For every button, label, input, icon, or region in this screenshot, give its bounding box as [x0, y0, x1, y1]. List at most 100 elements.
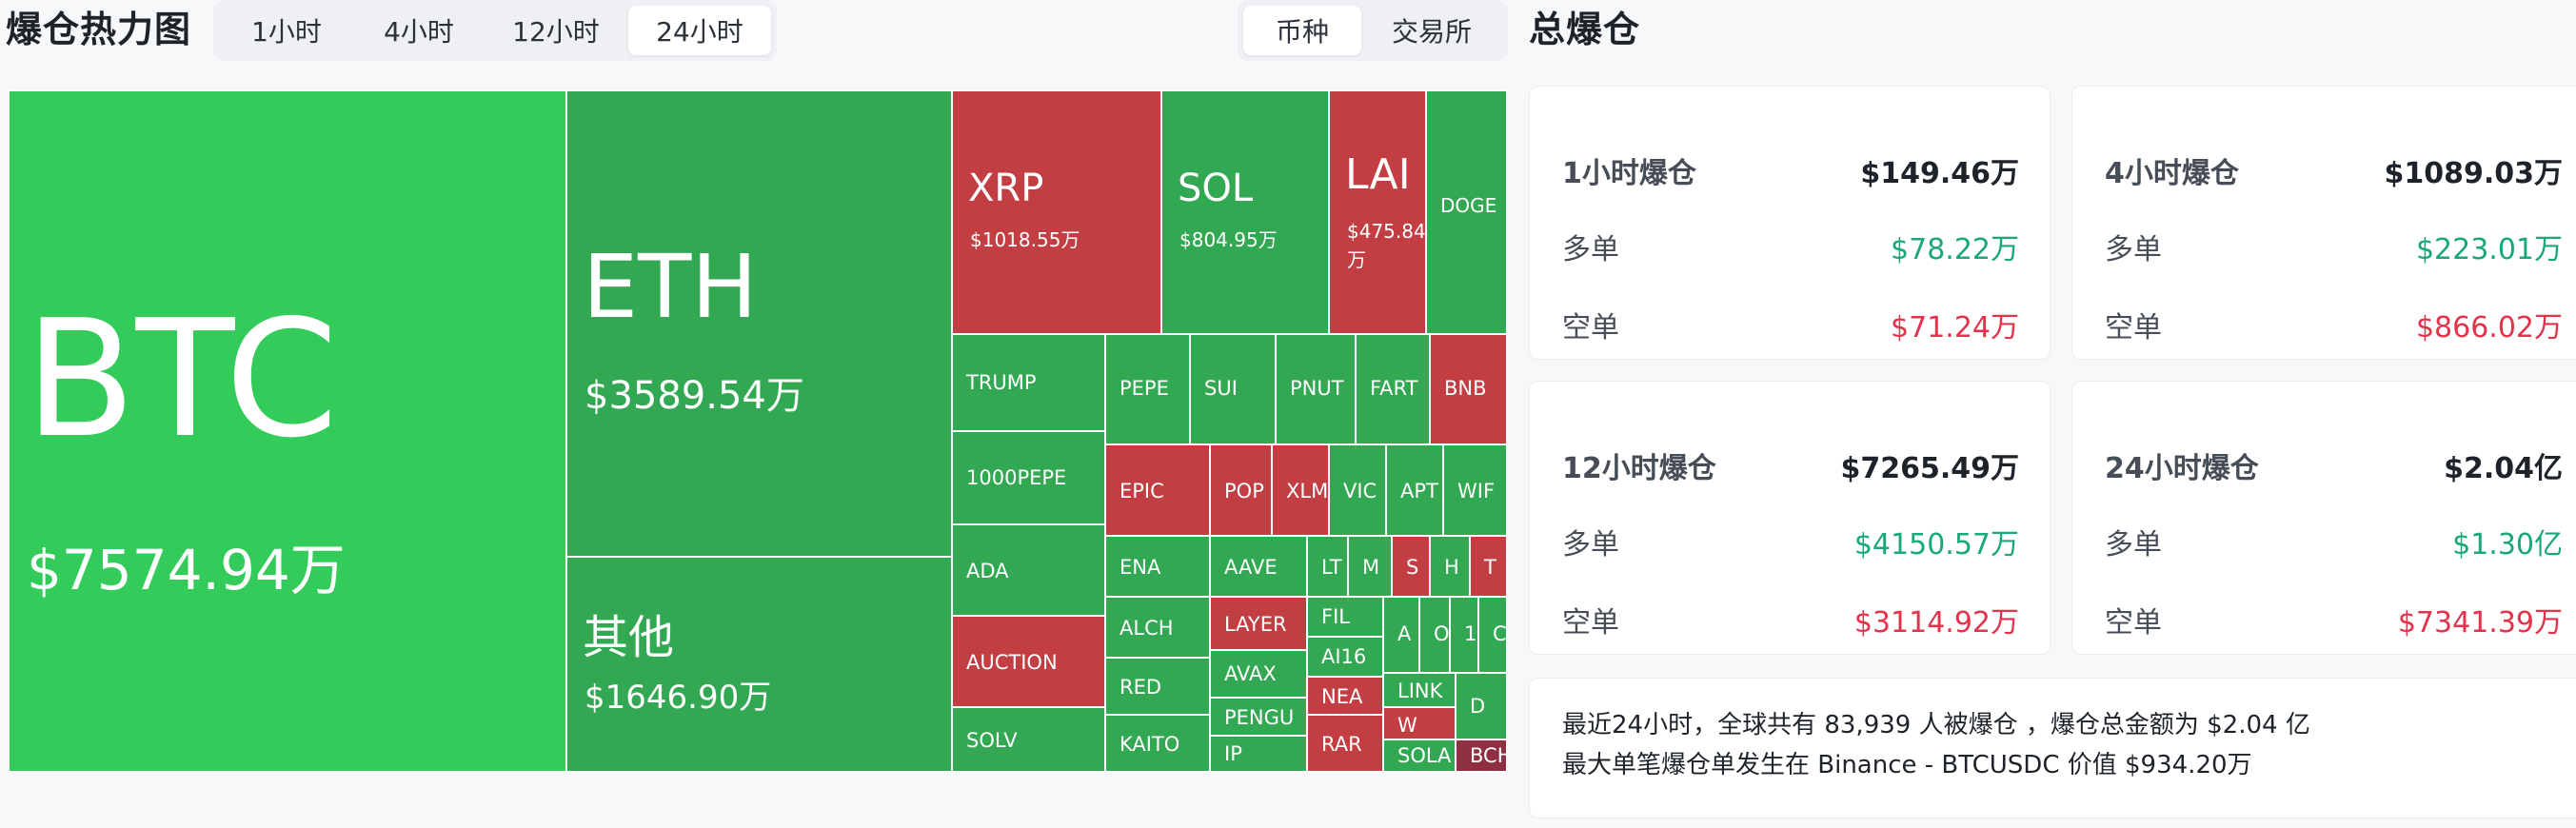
tab-4h[interactable]: 4小时: [384, 16, 454, 48]
tab-1h[interactable]: 1小时: [251, 16, 322, 48]
tab-12h[interactable]: 12小时: [512, 16, 600, 48]
tile-symbol: T: [1484, 556, 1496, 579]
treemap-tile-m[interactable]: M: [1348, 536, 1392, 597]
treemap-tile-pengu[interactable]: PENGU: [1210, 698, 1307, 736]
treemap-tile-link[interactable]: LINK: [1383, 673, 1456, 707]
treemap-tile-ip[interactable]: IP: [1210, 736, 1307, 772]
long-value: $4150.57万: [1853, 528, 2019, 562]
tile-symbol: W: [1397, 714, 1417, 737]
tile-symbol: SUI: [1204, 377, 1238, 400]
treemap-tile-pepe[interactable]: PEPE: [1105, 334, 1190, 444]
tile-symbol: BCH: [1470, 744, 1506, 767]
tile-symbol: BTC: [25, 286, 339, 474]
treemap-tile-bch[interactable]: BCH: [1456, 739, 1507, 772]
tile-symbol: EPIC: [1120, 480, 1164, 503]
tile-symbol: ALCH: [1120, 617, 1174, 640]
treemap-tile-kaito[interactable]: KAITO: [1105, 715, 1210, 772]
tile-symbol: ENA: [1120, 556, 1161, 579]
treemap-tile-ena[interactable]: ENA: [1105, 536, 1210, 597]
tile-symbol: SOLV: [966, 729, 1018, 752]
treemap-tile-c[interactable]: C: [1478, 597, 1507, 673]
total-liquidation-title: 总爆仓: [1529, 9, 1641, 50]
treemap-tile-apt[interactable]: APT: [1386, 444, 1443, 536]
treemap-tile-red[interactable]: RED: [1105, 658, 1210, 715]
treemap-tile-vic[interactable]: VIC: [1329, 444, 1386, 536]
treemap-tile-avax[interactable]: AVAX: [1210, 650, 1307, 698]
tile-value: $1646.90万: [585, 679, 772, 717]
page-title: 爆仓热力图: [6, 9, 192, 50]
tile-symbol: AI16: [1321, 645, 1367, 668]
tile-symbol: A: [1397, 622, 1412, 645]
summary-box: 最近24小时，全球共有 83,939 人被爆仓 ，爆仓总金额为 $2.04 亿 …: [1529, 678, 2576, 818]
treemap-tile-fil[interactable]: FIL: [1307, 597, 1383, 637]
tile-value: $475.84万: [1347, 220, 1426, 271]
treemap-tile-xlm[interactable]: XLM: [1272, 444, 1329, 536]
long-value: $223.01万: [2415, 233, 2563, 266]
tile-symbol: 其他: [583, 611, 675, 664]
tile-symbol: APT: [1400, 480, 1438, 503]
treemap-tile-alch[interactable]: ALCH: [1105, 597, 1210, 658]
treemap-tile-1[interactable]: 1: [1450, 597, 1478, 673]
treemap-tile-1000pepe[interactable]: 1000PEPE: [952, 431, 1105, 524]
tile-symbol: ADA: [966, 560, 1009, 582]
treemap-tile-wif[interactable]: WIF: [1443, 444, 1507, 536]
tile-symbol: SOLA: [1397, 744, 1452, 767]
treemap-tile-t[interactable]: T: [1470, 536, 1507, 597]
tile-symbol: PNUT: [1290, 377, 1344, 400]
tile-symbol: NEA: [1321, 685, 1363, 708]
treemap-tile-nea[interactable]: NEA: [1307, 677, 1383, 715]
card-24h: 24小时爆仓 $2.04亿 多单 $1.30亿 空单 $7341.39万: [2071, 381, 2576, 655]
short-label: 空单: [2105, 311, 2162, 345]
time-range-tabs: 1小时 4小时 12小时 24小时: [213, 0, 777, 61]
treemap-tile-btc[interactable]: BTC $7574.94万: [9, 90, 566, 772]
treemap-tile-epic[interactable]: EPIC: [1105, 444, 1210, 536]
tile-symbol: WIF: [1457, 480, 1496, 503]
card-label: 1小时爆仓: [1562, 157, 1696, 190]
treemap-tile-solv[interactable]: SOLV: [952, 707, 1105, 772]
card-label: 12小时爆仓: [1562, 452, 1716, 485]
treemap-tile-trump[interactable]: TRUMP: [952, 334, 1105, 431]
treemap-tile-bnb[interactable]: BNB: [1430, 334, 1507, 444]
treemap-tile-layer[interactable]: LAYER: [1210, 597, 1307, 650]
tile-symbol: D: [1470, 695, 1486, 718]
treemap-tile-lai[interactable]: LAI $475.84万: [1329, 90, 1426, 334]
treemap-tile-pop[interactable]: POP: [1210, 444, 1272, 536]
treemap-tile-lt[interactable]: LT: [1307, 536, 1348, 597]
treemap-tile-sui[interactable]: SUI: [1190, 334, 1276, 444]
treemap-tile-其他[interactable]: 其他 $1646.90万: [566, 557, 952, 772]
tab-24h[interactable]: 24小时: [628, 6, 771, 55]
treemap-tile-auction[interactable]: AUCTION: [952, 616, 1105, 707]
tile-symbol: XRP: [968, 167, 1044, 210]
card-total: $2.04亿: [2444, 452, 2563, 485]
tab-exchange[interactable]: 交易所: [1391, 16, 1472, 48]
treemap-tile-sol[interactable]: SOL $804.95万: [1161, 90, 1329, 334]
treemap-tile-a[interactable]: A: [1383, 597, 1419, 673]
long-label: 多单: [2105, 528, 2162, 562]
treemap-tile-aave[interactable]: AAVE: [1210, 536, 1307, 597]
treemap-tile-s[interactable]: S: [1392, 536, 1430, 597]
tile-symbol: RED: [1120, 676, 1162, 699]
long-value: $1.30亿: [2452, 528, 2563, 562]
tab-coin[interactable]: 币种: [1243, 6, 1361, 55]
treemap-tile-fart[interactable]: FART: [1356, 334, 1430, 444]
tile-value: $3589.54万: [585, 374, 804, 418]
tile-symbol: BNB: [1444, 377, 1487, 400]
treemap-tile-w[interactable]: W: [1383, 707, 1456, 739]
short-label: 空单: [1562, 606, 1619, 640]
treemap-tile-sola[interactable]: SOLA: [1383, 739, 1456, 772]
tile-symbol: PENGU: [1224, 706, 1295, 729]
tile-symbol: TRUMP: [966, 371, 1037, 394]
treemap-tile-eth[interactable]: ETH $3589.54万: [566, 90, 952, 557]
treemap-tile-d[interactable]: D: [1456, 673, 1507, 739]
treemap-tile-ai16[interactable]: AI16: [1307, 637, 1383, 677]
card-12h: 12小时爆仓 $7265.49万 多单 $4150.57万 空单 $3114.92万: [1529, 381, 2051, 655]
treemap-tile-ada[interactable]: ADA: [952, 524, 1105, 616]
short-value: $71.24万: [1891, 311, 2019, 345]
treemap-tile-xrp[interactable]: XRP $1018.55万: [952, 90, 1161, 334]
treemap-tile-h[interactable]: H: [1430, 536, 1470, 597]
treemap-tile-doge[interactable]: DOGE: [1426, 90, 1507, 334]
treemap-tile-rar[interactable]: RAR: [1307, 715, 1383, 772]
treemap-tile-o[interactable]: O: [1419, 597, 1450, 673]
card-total: $149.46万: [1860, 157, 2019, 190]
treemap-tile-pnut[interactable]: PNUT: [1276, 334, 1356, 444]
